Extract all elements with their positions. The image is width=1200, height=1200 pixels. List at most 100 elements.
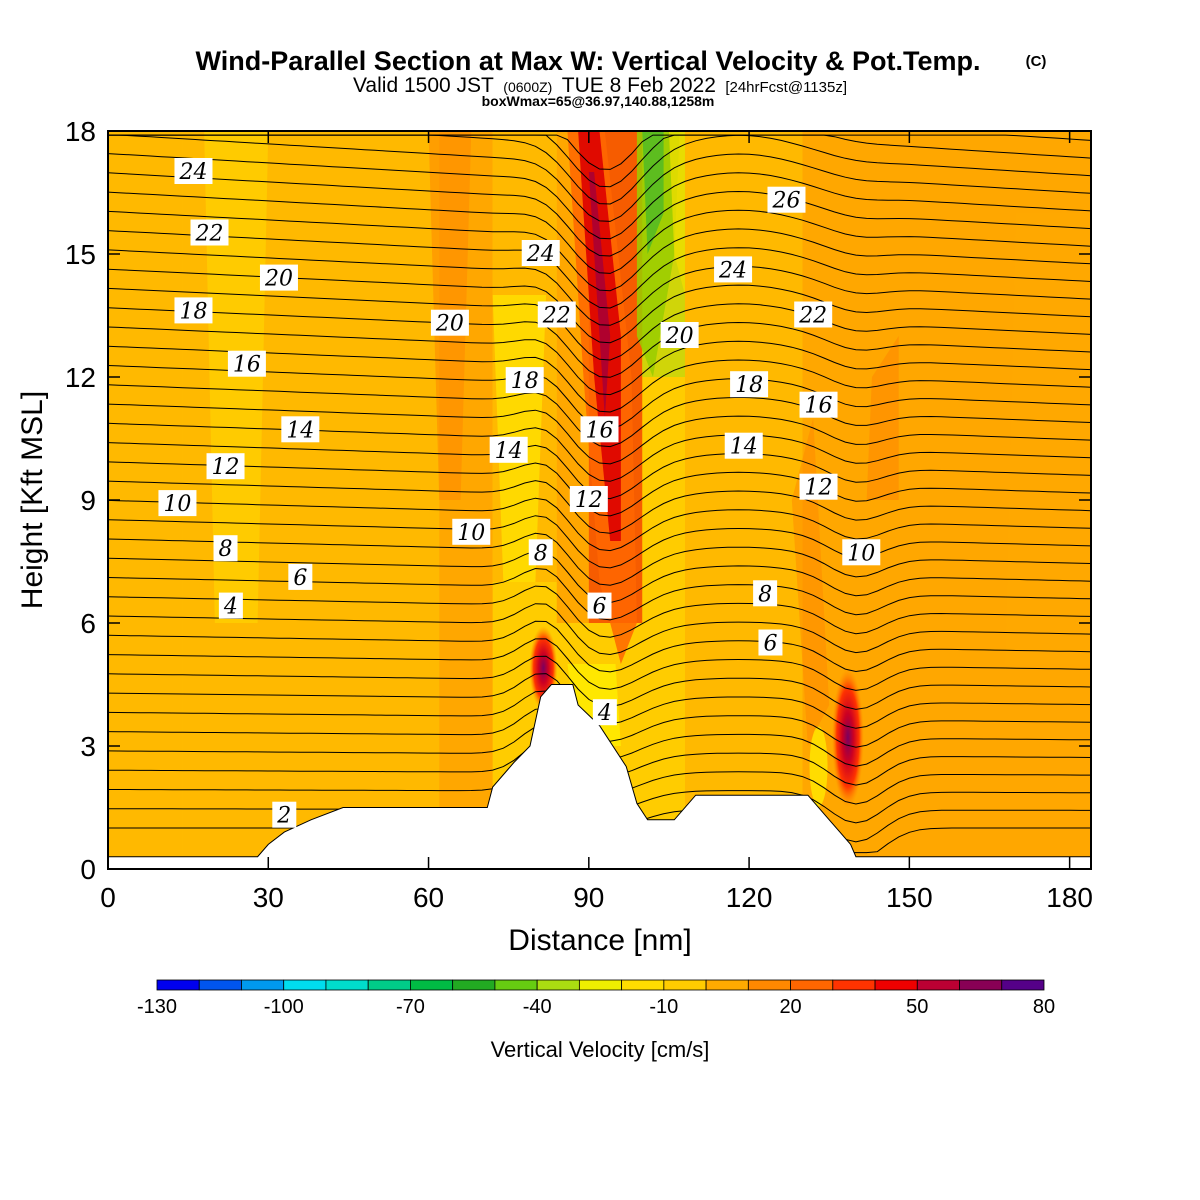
- contour-label: 10: [452, 518, 491, 546]
- contour-label: 14: [724, 432, 763, 460]
- isentrope-line: [108, 480, 1091, 534]
- updraft-band: [791, 418, 830, 746]
- isentrope-line: [108, 230, 1091, 309]
- isentrope-line: [108, 532, 1091, 586]
- y-tick-label: 0: [80, 854, 96, 885]
- svg-text:6: 6: [763, 632, 777, 657]
- isentrope-line: [108, 249, 1091, 326]
- colorbar-swatch: [790, 979, 834, 991]
- colorbar-swatch: [621, 979, 665, 991]
- isentrope-line: [108, 134, 1091, 170]
- weak-band: [809, 726, 828, 807]
- axes: 0 30 60 90 120 150 180 0 3 6 9 12 15 18: [65, 116, 1093, 913]
- y-tick-label: 15: [65, 239, 96, 270]
- isentrope-line: [108, 603, 1091, 656]
- contour-label: 22: [537, 301, 576, 329]
- svg-text:20: 20: [665, 324, 694, 349]
- colorbar-tick-label: -10: [649, 996, 678, 1018]
- svg-text:10: 10: [847, 541, 875, 566]
- svg-text:22: 22: [798, 304, 827, 329]
- title-mark: (C): [1026, 53, 1047, 70]
- contour-label: 12: [799, 473, 838, 501]
- svg-text:16: 16: [586, 418, 614, 443]
- isentrope-line: [108, 461, 1091, 517]
- isentrope-line: [108, 567, 1091, 621]
- contour-label: 4: [592, 699, 617, 726]
- contour-label: 24: [521, 240, 560, 267]
- isentrope-line: [108, 384, 1091, 448]
- svg-text:20: 20: [264, 267, 293, 292]
- contour-label: 12: [206, 453, 245, 480]
- svg-text:6: 6: [593, 595, 607, 620]
- terrain: [108, 684, 1091, 869]
- colorbar-swatch: [747, 979, 791, 991]
- y-tick-label: 9: [80, 485, 96, 516]
- isentrope-line: [108, 134, 1091, 222]
- isentrope-line: [108, 326, 1091, 396]
- colorbar-tick-label: -70: [396, 996, 425, 1018]
- isentrope-line: [108, 210, 1091, 292]
- updraft-hotspot: [831, 667, 864, 808]
- colorbar-swatch: [536, 979, 580, 991]
- contour-label: 18: [505, 367, 544, 394]
- colorbar-label: Vertical Velocity [cm/s]: [491, 1037, 710, 1062]
- svg-text:14: 14: [730, 435, 758, 460]
- svg-text:8: 8: [534, 541, 548, 566]
- contour-labels: 24 22 20 18 16 14 12 10 8 6 4 2 20 24 22 18 14 16 12 10 8 6 4 2…: [158, 158, 881, 829]
- svg-text:18: 18: [735, 373, 763, 398]
- colorbar-tick-label: 20: [779, 996, 801, 1018]
- x-tick-label: 120: [726, 882, 773, 913]
- isentrope-line: [108, 638, 1091, 691]
- svg-text:2: 2: [276, 804, 291, 829]
- x-tick-label: 90: [573, 882, 604, 913]
- velocity-cell: [684, 131, 803, 869]
- contour-label: 20: [259, 264, 298, 292]
- colorbar-swatch: [452, 979, 496, 991]
- svg-text:12: 12: [575, 488, 603, 513]
- contour-label: 14: [281, 416, 320, 443]
- contour-label: 18: [174, 297, 213, 324]
- contour-label: 16: [799, 391, 838, 419]
- contour-label: 24: [714, 256, 753, 283]
- colorbar: -130 -100 -70 -40 -10 20 50 80: [137, 979, 1055, 1018]
- contour-label: 6: [288, 563, 313, 591]
- svg-text:20: 20: [435, 312, 464, 337]
- svg-text:16: 16: [233, 353, 261, 378]
- contour-label: 8: [213, 535, 238, 562]
- x-tick-label: 30: [253, 882, 284, 913]
- y-tick-label: 12: [65, 362, 96, 393]
- colorbar-swatch: [916, 979, 960, 991]
- svg-text:18: 18: [179, 299, 207, 324]
- contour-label: 8: [528, 539, 553, 566]
- colorbar-swatch: [959, 979, 1003, 991]
- isentrope-line: [108, 515, 1091, 569]
- contour-label: 20: [430, 309, 469, 337]
- svg-text:6: 6: [293, 566, 307, 591]
- contour-label: 14: [489, 436, 528, 464]
- isentrope-line: [108, 153, 1091, 240]
- contour-label: 12: [569, 486, 608, 513]
- svg-text:8: 8: [758, 582, 772, 607]
- svg-text:10: 10: [457, 521, 485, 546]
- x-tick-label: 150: [886, 882, 933, 913]
- svg-text:8: 8: [219, 537, 233, 562]
- colorbar-swatch: [325, 979, 369, 991]
- colorbar-swatch: [663, 979, 707, 991]
- svg-text:12: 12: [212, 455, 240, 480]
- contour-label: 6: [587, 592, 612, 620]
- contour-label: 16: [580, 416, 619, 443]
- contour-label: 24: [174, 158, 213, 185]
- colorbar-swatch: [241, 979, 285, 991]
- colorbar-swatch: [874, 979, 918, 991]
- contour-label: 4: [218, 592, 243, 620]
- svg-text:4: 4: [597, 701, 612, 726]
- isentrope-line: [108, 287, 1091, 361]
- isentrope-line: [108, 191, 1091, 274]
- colorbar-swatch: [705, 979, 749, 991]
- contour-label: 16: [227, 350, 266, 378]
- chart-title: Wind-Parallel Section at Max W: Vertical…: [196, 46, 981, 76]
- contour-label: 10: [158, 490, 197, 517]
- main-updraft-peak: [588, 172, 611, 418]
- updraft-band: [866, 336, 899, 500]
